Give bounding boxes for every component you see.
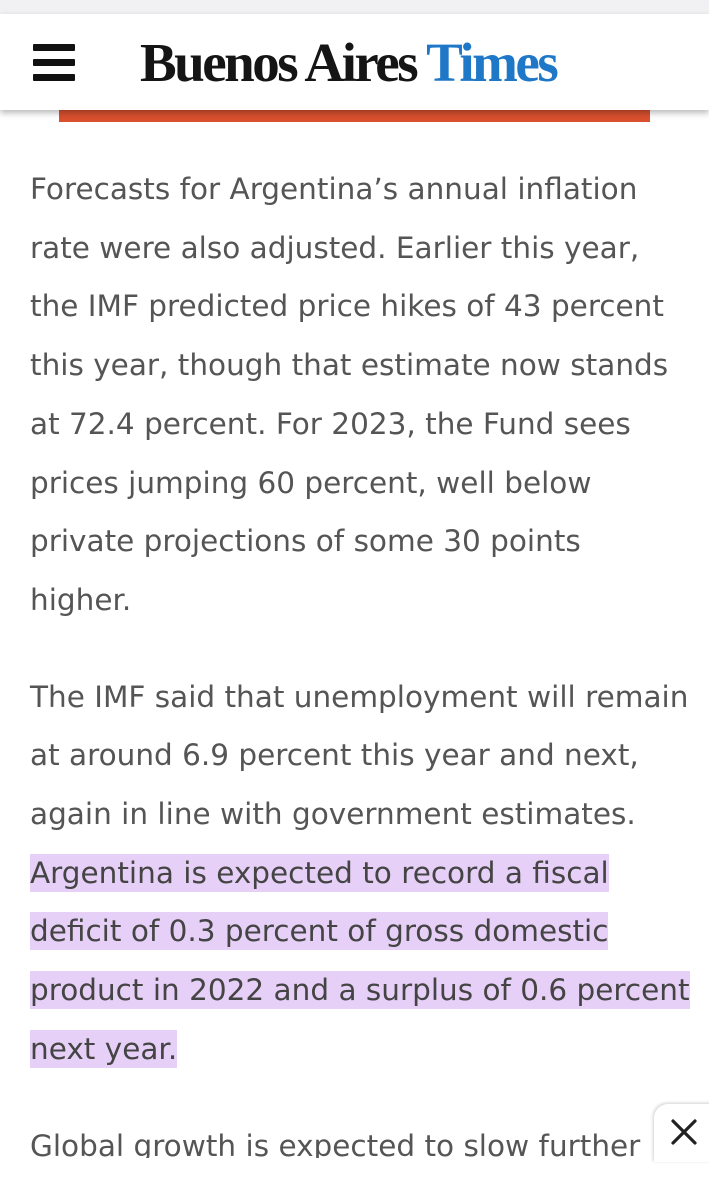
logo-text-blue: Times xyxy=(426,32,559,93)
paragraph-text: The IMF said that unemployment will rema… xyxy=(30,679,689,832)
site-header: Buenos Aires Times xyxy=(0,14,709,110)
close-icon xyxy=(671,1119,697,1145)
menu-button[interactable] xyxy=(24,40,82,88)
status-strip xyxy=(0,0,709,14)
logo-text-black: Buenos Aires xyxy=(140,32,419,93)
highlighted-text: Argentina is expected to record a fiscal… xyxy=(30,853,690,1068)
article-paragraph: Global growth is expected to slow furthe… xyxy=(30,1128,641,1163)
bottom-cover xyxy=(0,1158,709,1200)
hamburger-menu-icon-bar xyxy=(33,74,75,81)
article-body: Forecasts for Argentina’s annual inflati… xyxy=(30,160,690,1175)
hamburger-menu-icon-bar xyxy=(33,59,75,66)
article-paragraph: The IMF said that unemployment will rema… xyxy=(30,668,690,1079)
hamburger-menu-icon xyxy=(33,44,75,51)
article-paragraph: Forecasts for Argentina’s annual inflati… xyxy=(30,172,669,617)
accent-bar xyxy=(59,110,650,122)
site-logo[interactable]: Buenos Aires Times xyxy=(140,28,559,98)
close-ad-button[interactable] xyxy=(654,1104,709,1162)
